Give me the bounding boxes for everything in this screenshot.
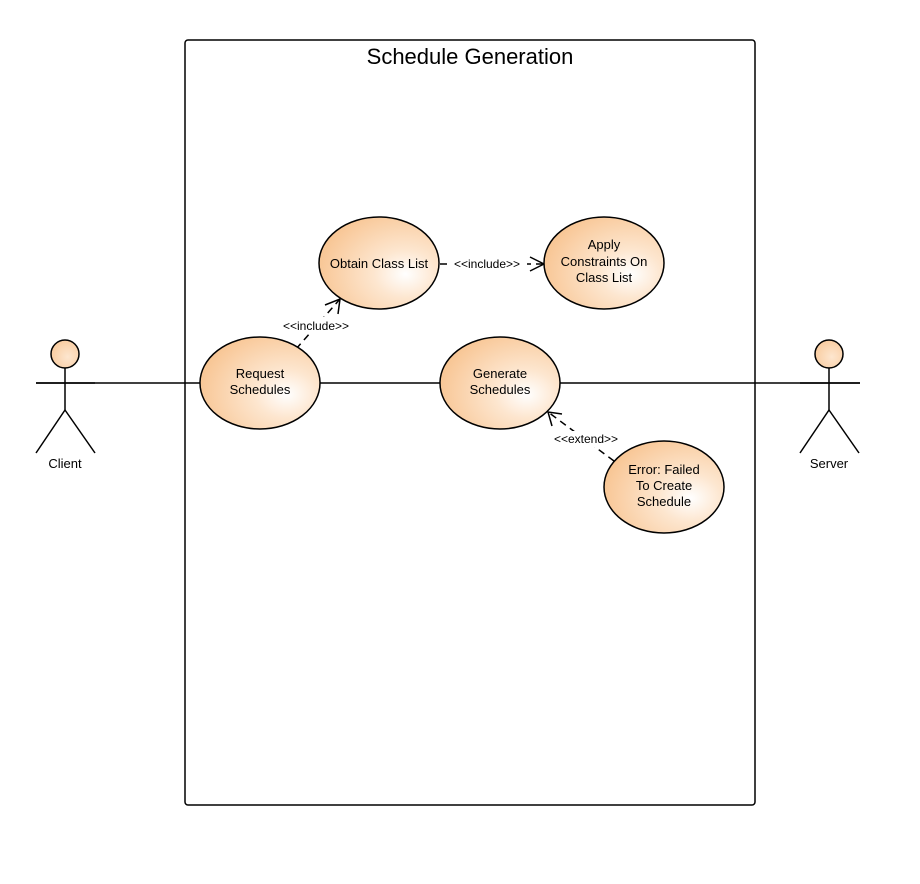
include-obtain-apply: <<include>> <box>440 256 546 272</box>
usecase-label-line: To Create <box>636 478 692 493</box>
usecase-error-failed[interactable]: Error: Failed To Create Schedule <box>603 440 725 534</box>
usecase-label-line: Class List <box>576 270 633 285</box>
actor-server-label: Server <box>810 456 849 471</box>
usecase-label-line: Constraints On <box>561 254 648 269</box>
usecase-label-line: Schedules <box>230 382 291 397</box>
usecase-label-line: Schedules <box>470 382 531 397</box>
usecase-label-line: Apply <box>588 237 621 252</box>
include-request-obtain: <<include>> <box>278 297 354 350</box>
usecase-label-line: Generate <box>473 366 527 381</box>
usecase-generate-schedules[interactable]: Generate Schedules <box>439 336 561 430</box>
usecase-apply-constraints[interactable]: Apply Constraints On Class List <box>543 216 665 310</box>
system-title: Schedule Generation <box>367 44 574 69</box>
extend-label-error-generate: <<extend>> <box>554 432 618 446</box>
include-label-request-obtain: <<include>> <box>283 319 349 333</box>
usecase-obtain-class-list[interactable]: Obtain Class List <box>318 216 440 310</box>
actor-head-icon <box>50 339 80 369</box>
usecase-label-line: Error: Failed <box>628 462 700 477</box>
include-label-obtain-apply: <<include>> <box>454 257 520 271</box>
actor-head-icon <box>814 339 844 369</box>
actor-client-label: Client <box>48 456 82 471</box>
extend-error-generate: <<extend>> <box>546 411 626 462</box>
usecase-label: Obtain Class List <box>330 256 429 271</box>
usecase-label-line: Schedule <box>637 494 691 509</box>
usecase-label-line: Request <box>236 366 285 381</box>
usecase-request-schedules[interactable]: Request Schedules <box>199 336 321 430</box>
actor-server[interactable]: Server <box>799 339 860 471</box>
actor-client[interactable]: Client <box>35 339 96 471</box>
